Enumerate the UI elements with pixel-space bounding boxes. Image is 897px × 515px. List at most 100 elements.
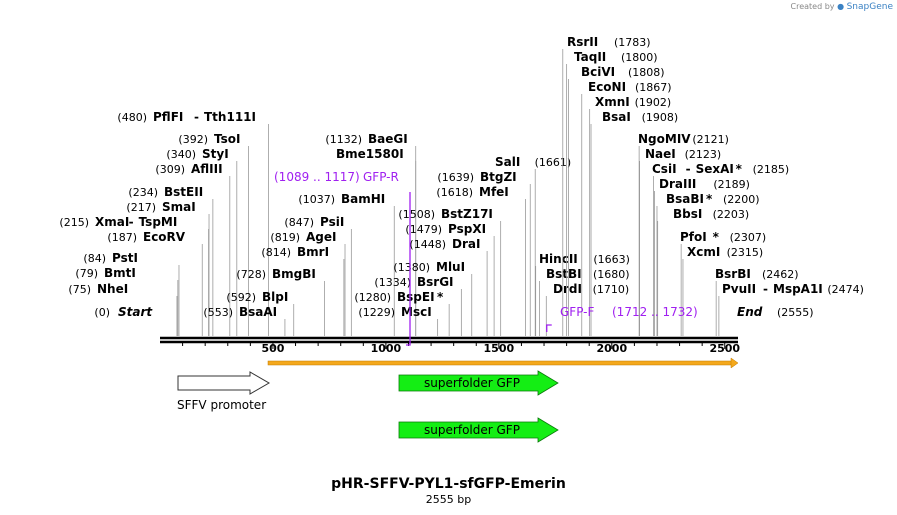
site-name: BsaBI	[666, 192, 704, 206]
site-name: DraIII	[659, 177, 696, 191]
site-name: BsrGI	[417, 275, 454, 289]
site-position: (2121)	[692, 133, 729, 146]
site-name: BmgBI	[272, 267, 316, 281]
site-name: BmrI	[297, 245, 329, 259]
site-name: BstBI	[546, 267, 582, 281]
sffv-promoter-label: SFFV promoter	[177, 398, 266, 412]
site-position: (1132)	[325, 133, 362, 146]
ruler-label: 2000	[596, 342, 627, 355]
primer-gfp-r-range: (1089 .. 1117)	[274, 170, 360, 184]
site-name: BciVI	[581, 65, 615, 79]
site-name: DraI	[452, 237, 480, 251]
primer-gfp-f-arrow	[546, 324, 552, 332]
site-position: (728)	[236, 268, 266, 281]
site-position: (1618)	[436, 186, 473, 199]
site-name: PflFI	[153, 110, 183, 124]
site-name-suffix: Tth111I	[204, 110, 256, 124]
primer-gfp-r-name: GFP-R	[363, 170, 399, 184]
site-name: BlpI	[262, 290, 288, 304]
site-position: (1479)	[405, 223, 442, 236]
site-position: (340)	[166, 148, 196, 161]
site-name: EcoRV	[143, 230, 186, 244]
site-star: *	[713, 230, 720, 244]
site-name: PfoI	[680, 230, 707, 244]
credit-brand: SnapGene	[846, 2, 893, 12]
site-position: (1663)	[593, 253, 630, 266]
site-name-suffix: TspMI	[139, 215, 178, 229]
site-name: SalI	[495, 155, 520, 169]
site-name: DrdI	[553, 282, 582, 296]
site-position: (1902)	[635, 96, 672, 109]
site-position: (1334)	[374, 276, 411, 289]
site-position: (187)	[107, 231, 137, 244]
site-position: (1229)	[358, 306, 395, 319]
site-position: (1867)	[635, 81, 672, 94]
start-label: Start	[118, 305, 153, 319]
site-position: (847)	[284, 216, 314, 229]
site-position: (84)	[83, 252, 106, 265]
site-name: SmaI	[162, 200, 196, 214]
site-name: BsaI	[602, 110, 631, 124]
site-position: (1037)	[298, 193, 335, 206]
site-star: *	[437, 290, 444, 304]
ruler-label: 1500	[484, 342, 515, 355]
site-name: EcoNI	[588, 80, 626, 94]
site-position: (2200)	[723, 193, 760, 206]
site-position: (75)	[68, 283, 91, 296]
site-name: NaeI	[645, 147, 676, 161]
site-name: AflIII	[191, 162, 223, 176]
site-position: (553)	[203, 306, 233, 319]
site-star: *	[706, 192, 713, 206]
ruler-label: 500	[261, 342, 284, 355]
site-name: TsoI	[214, 132, 240, 146]
site-position: (2315)	[727, 246, 764, 259]
site-position: (309)	[155, 163, 185, 176]
site-position: (1710)	[593, 283, 630, 296]
ruler-label: 2500	[709, 342, 740, 355]
snapgene-credit: Created by ● SnapGene	[791, 2, 894, 12]
site-name-suffix: MspA1I	[773, 282, 823, 296]
site-name: BtgZI	[480, 170, 517, 184]
orf-arrowhead	[730, 357, 739, 369]
credit-prefix: Created by	[790, 2, 835, 11]
site-position: (1783)	[614, 36, 651, 49]
site-separator: -	[194, 110, 199, 124]
site-position: (1280)	[354, 291, 391, 304]
site-position: (217)	[126, 201, 156, 214]
site-name: MluI	[436, 260, 465, 274]
site-name: Bme1580I	[336, 147, 404, 161]
site-position: (2462)	[762, 268, 799, 281]
gfp-feature-arrow	[398, 370, 559, 396]
site-name: BstEII	[164, 185, 203, 199]
site-separator: -	[686, 162, 691, 176]
site-position: (1639)	[437, 171, 474, 184]
site-name: PspXI	[448, 222, 486, 236]
site-name: XmnI	[595, 95, 630, 109]
site-position: (1908)	[642, 111, 679, 124]
site-position: (2123)	[685, 148, 722, 161]
site-name: BsrBI	[715, 267, 751, 281]
site-position: (215)	[59, 216, 89, 229]
site-name: RsrII	[567, 35, 598, 49]
sffv-promoter-arrow	[177, 371, 270, 395]
site-position: (2474)	[827, 283, 864, 296]
site-position: (1680)	[593, 268, 630, 281]
site-name: CsiI	[652, 162, 677, 176]
site-position: (2189)	[713, 178, 750, 191]
gfp-feature-arrow	[398, 417, 559, 443]
ruler-label: 1000	[371, 342, 402, 355]
site-position: (1661)	[535, 156, 572, 169]
start-position: (0)	[94, 306, 110, 319]
site-name: BaeGI	[368, 132, 408, 146]
site-name: AgeI	[306, 230, 336, 244]
site-name: MscI	[401, 305, 432, 319]
site-name: XmaI	[95, 215, 129, 229]
site-name: XcmI	[687, 245, 720, 259]
site-position: (1800)	[621, 51, 658, 64]
site-position: (480)	[117, 111, 147, 124]
site-position: (592)	[226, 291, 256, 304]
site-position: (2185)	[753, 163, 790, 176]
site-name: MfeI	[479, 185, 509, 199]
site-position: (2203)	[713, 208, 750, 221]
